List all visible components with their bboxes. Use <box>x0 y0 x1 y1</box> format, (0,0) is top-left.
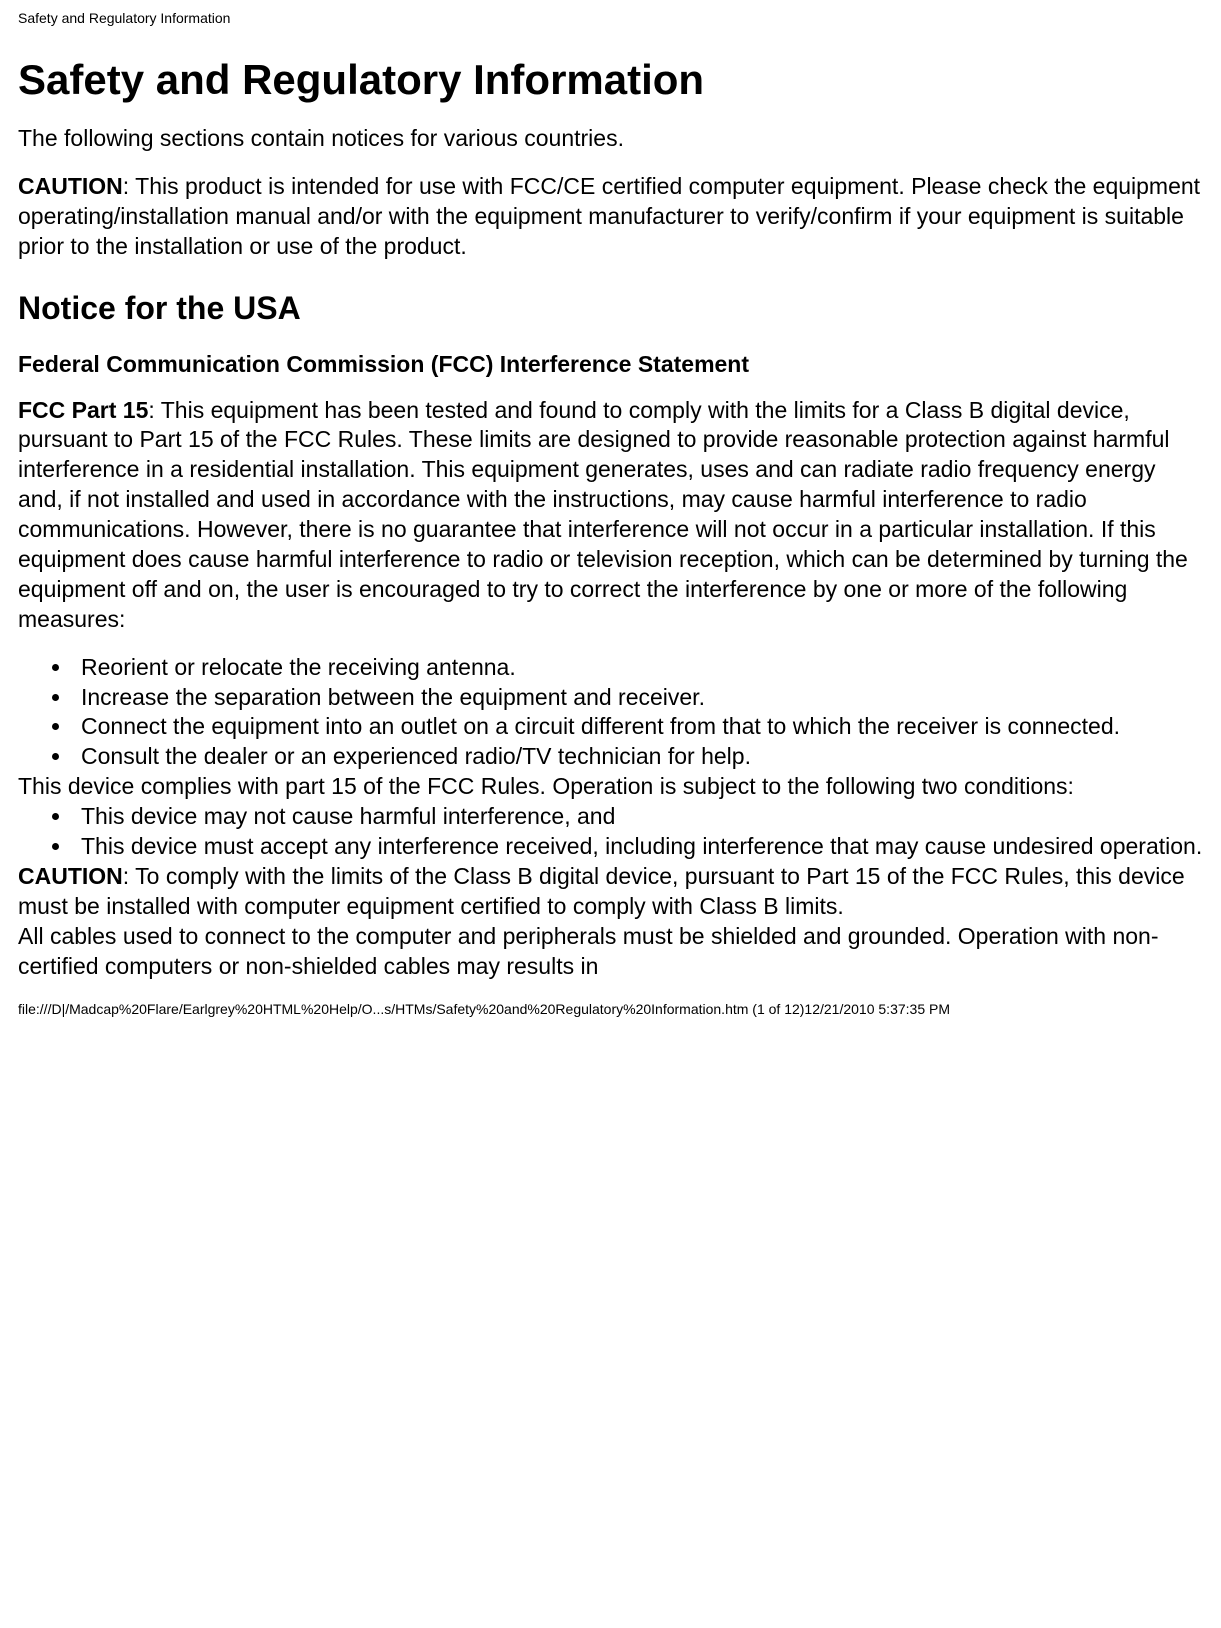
list-item: This device must accept any interference… <box>73 832 1203 862</box>
caution2-paragraph: CAUTION: To comply with the limits of th… <box>18 862 1203 922</box>
page-footer: file:///D|/Madcap%20Flare/Earlgrey%20HTM… <box>0 981 1221 1029</box>
intro-paragraph: The following sections contain notices f… <box>18 124 1203 154</box>
caution-paragraph: CAUTION: This product is intended for us… <box>18 172 1203 262</box>
header-title: Safety and Regulatory Information <box>18 10 230 26</box>
conditions-list: This device may not cause harmful interf… <box>18 802 1203 862</box>
cables-text: All cables used to connect to the comput… <box>18 922 1203 982</box>
fcc-text: : This equipment has been tested and fou… <box>18 397 1188 632</box>
list-item: Increase the separation between the equi… <box>73 683 1203 713</box>
section-heading-usa: Notice for the USA <box>18 290 1203 327</box>
list-item: This device may not cause harmful interf… <box>73 802 1203 832</box>
document-content: Safety and Regulatory Information The fo… <box>0 56 1221 981</box>
list-item: Connect the equipment into an outlet on … <box>73 712 1203 742</box>
page-title: Safety and Regulatory Information <box>18 56 1203 104</box>
list-item: Consult the dealer or an experienced rad… <box>73 742 1203 772</box>
page-header: Safety and Regulatory Information <box>0 0 1221 26</box>
fcc-part-label: FCC Part 15 <box>18 397 148 423</box>
subsection-heading-fcc: Federal Communication Commission (FCC) I… <box>18 351 1203 378</box>
list-item: Reorient or relocate the receiving anten… <box>73 653 1203 683</box>
caution-text: : This product is intended for use with … <box>18 173 1200 259</box>
compliance-text: This device complies with part 15 of the… <box>18 772 1203 802</box>
caution-label: CAUTION <box>18 173 123 199</box>
footer-text: file:///D|/Madcap%20Flare/Earlgrey%20HTM… <box>18 1001 950 1017</box>
measures-list: Reorient or relocate the receiving anten… <box>18 653 1203 773</box>
caution2-label: CAUTION <box>18 863 123 889</box>
fcc-paragraph: FCC Part 15: This equipment has been tes… <box>18 396 1203 635</box>
caution2-text: : To comply with the limits of the Class… <box>18 863 1185 919</box>
